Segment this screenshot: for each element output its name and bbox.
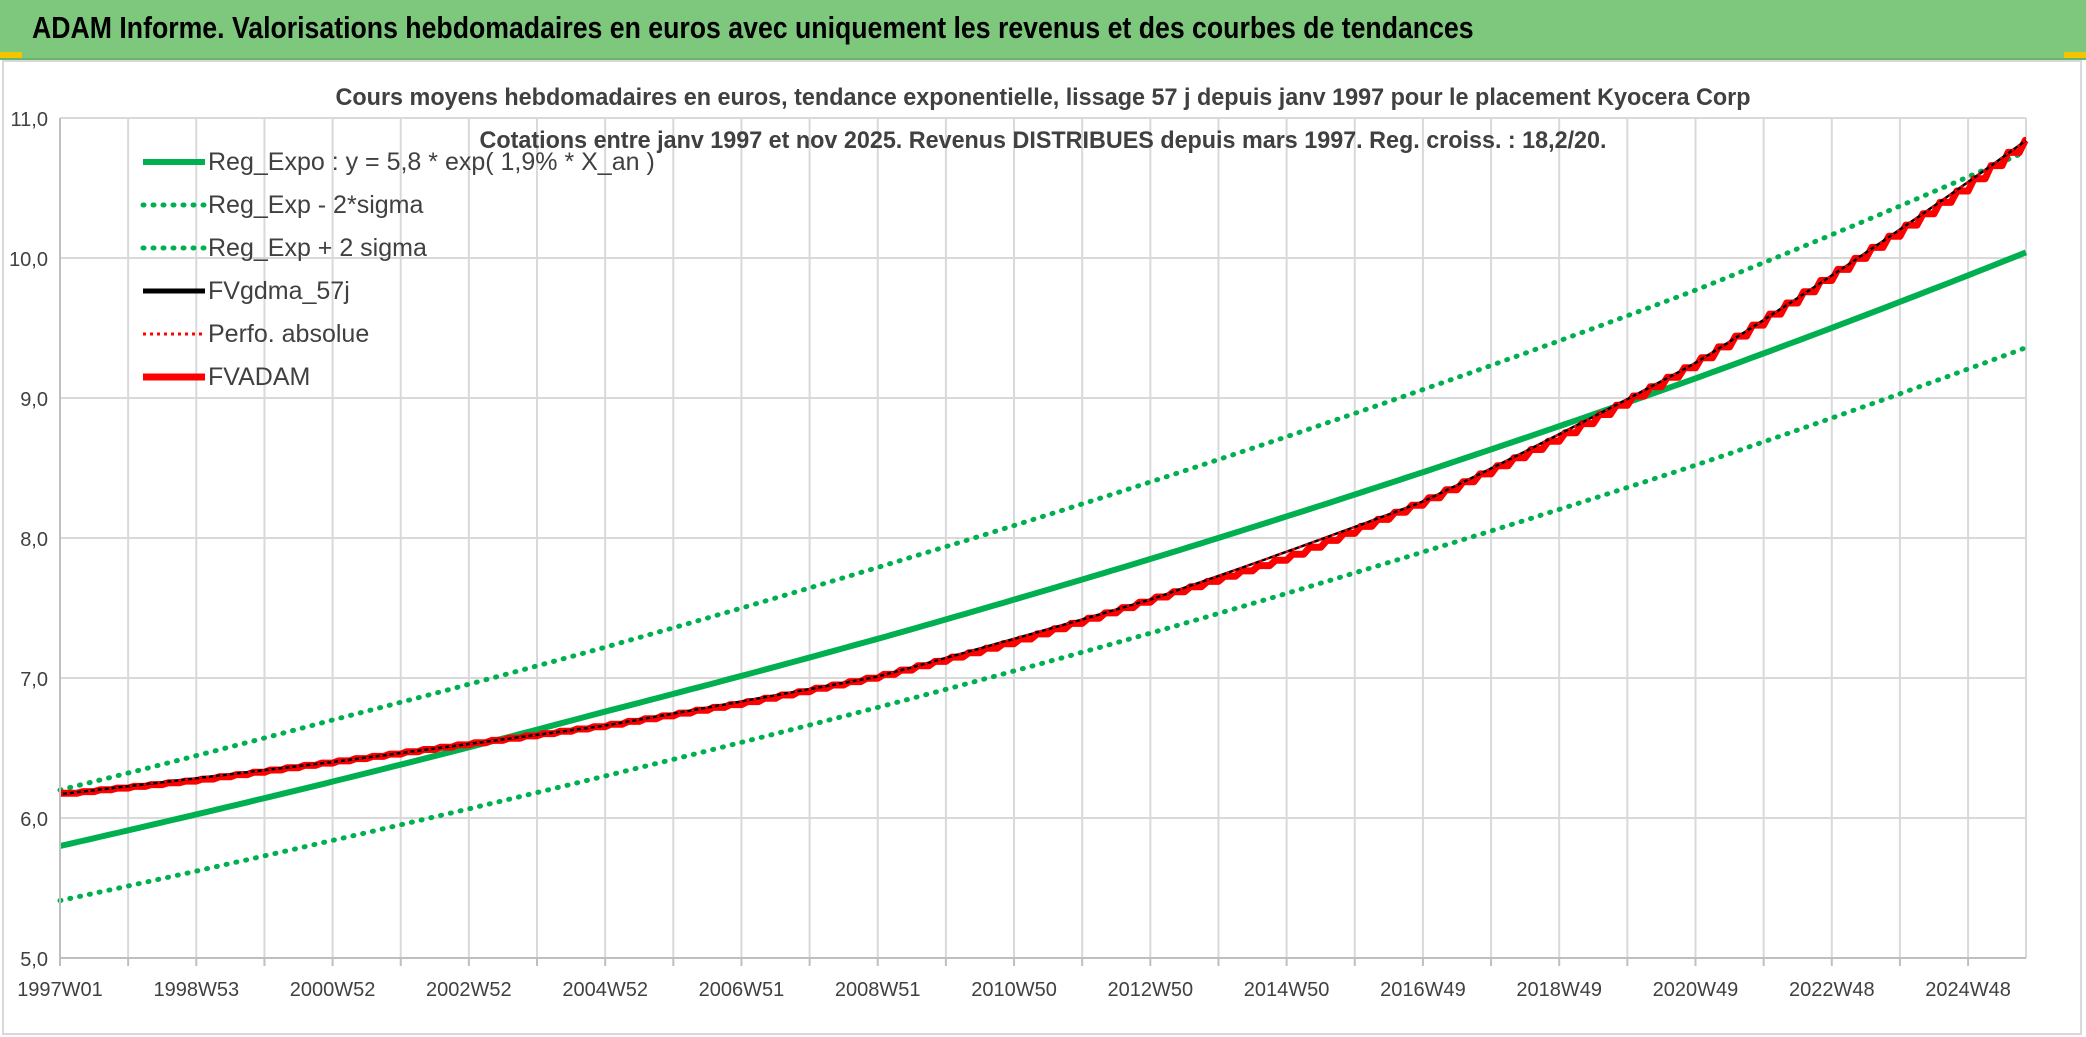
chart-subtitle: Cotations entre janv 1997 et nov 2025. R…	[480, 127, 1607, 154]
legend-label: Perfo. absolue	[208, 320, 369, 348]
x-tick-label: 2014W50	[1244, 979, 1330, 1001]
x-tick-label: 2000W52	[290, 979, 376, 1001]
chart-area: 5,0 6,0 7,0 8,0 9,0 10,0 11,0 1997W01 1998W53 200…	[0, 60, 2086, 1037]
x-tick-label: 1997W01	[17, 979, 103, 1001]
corner-mark-left	[0, 52, 22, 58]
x-tick-label: 2020W49	[1653, 979, 1739, 1001]
y-tick-label: 7,0	[20, 669, 48, 691]
x-tick-label: 2024W48	[1925, 979, 2011, 1001]
y-tick-label: 6,0	[20, 809, 48, 831]
legend-label: Reg_Exp - 2*sigma	[208, 191, 423, 219]
chart-title: Cours moyens hebdomadaires en euros, ten…	[336, 84, 1751, 111]
header-bar: ADAM Informe. Valorisations hebdomadaire…	[0, 0, 2086, 60]
legend: Reg_Expo : y = 5,8 * exp( 1,9% * X_an ) R…	[140, 148, 655, 391]
series-line-reg-minus-2sigma	[57, 345, 2029, 904]
corner-mark-right	[2064, 52, 2086, 58]
x-tick-label: 2002W52	[426, 979, 512, 1001]
series-line-perfo-absolue	[59, 139, 2027, 796]
x-tick-label: 2016W49	[1380, 979, 1466, 1001]
y-tick-label: 9,0	[20, 389, 48, 411]
series-layer	[57, 136, 2029, 904]
legend-label: Reg_Exp + 2 sigma	[208, 234, 427, 262]
x-tick-label: 2004W52	[562, 979, 648, 1001]
axis-layer: 5,0 6,0 7,0 8,0 9,0 10,0 11,0 1997W01 1998W53 200…	[9, 109, 2026, 1001]
legend-label: Reg_Expo : y = 5,8 * exp( 1,9% * X_an )	[208, 148, 655, 176]
legend-label: FVADAM	[208, 363, 310, 391]
x-tick-label: 2008W51	[835, 979, 921, 1001]
x-tick-label: 2022W48	[1789, 979, 1875, 1001]
x-tick-label: 2006W51	[699, 979, 785, 1001]
y-tick-label: 5,0	[20, 949, 48, 971]
chart-svg: 5,0 6,0 7,0 8,0 9,0 10,0 11,0 1997W01 1998W53 200…	[9, 84, 2029, 1001]
y-tick-label: 8,0	[20, 529, 48, 551]
x-tick-label: 2010W50	[971, 979, 1057, 1001]
legend-label: FVgdma_57j	[208, 277, 350, 305]
x-tick-label: 2012W50	[1108, 979, 1194, 1001]
series-line-reg-expo	[59, 249, 2028, 849]
x-tick-label: 2018W49	[1516, 979, 1602, 1001]
y-tick-label: 10,0	[9, 249, 48, 271]
y-tick-label: 11,0	[11, 109, 48, 131]
page-title: ADAM Informe. Valorisations hebdomadaire…	[32, 10, 1474, 45]
series-line-reg-plus-2sigma	[57, 149, 2029, 793]
x-tick-label: 1998W53	[153, 979, 239, 1001]
